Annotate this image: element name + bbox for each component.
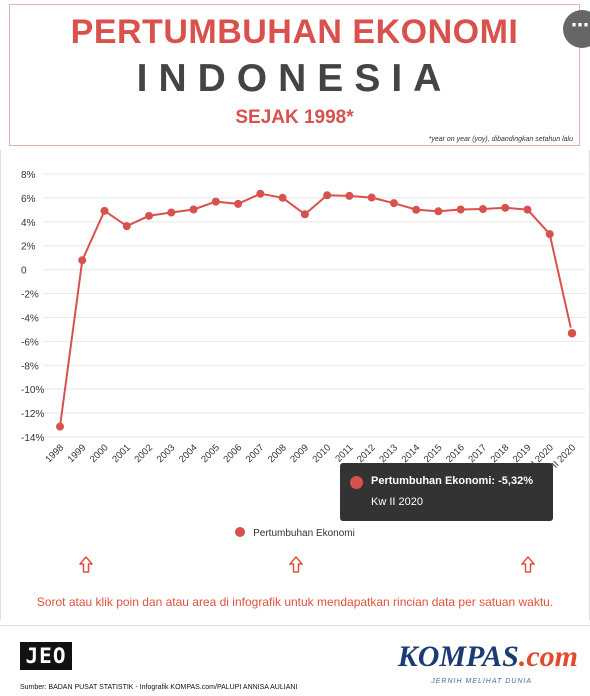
up-arrow-icon — [521, 556, 535, 573]
y-tick-label: 0 — [21, 266, 27, 277]
x-tick-label: 2005 — [199, 442, 222, 465]
y-tick-label: 4% — [21, 218, 36, 229]
y-tick-label: -2% — [21, 290, 39, 301]
up-arrow-icon — [289, 556, 303, 573]
y-tick-label: 8% — [21, 170, 36, 181]
tooltip-series-dot — [350, 476, 363, 489]
kompas-logo-main: KOMPAS — [397, 640, 519, 673]
tooltip-value: Pertumbuhan Ekonomi: -5,32% — [371, 475, 533, 487]
data-point[interactable] — [523, 205, 532, 214]
x-tick-label: 2006 — [221, 442, 244, 465]
up-arrow-icon — [79, 556, 93, 573]
title-line-3: SEJAK 1998* — [235, 107, 354, 128]
data-point[interactable] — [189, 205, 198, 214]
y-tick-label: -4% — [21, 313, 39, 324]
interaction-hint: Sorot atau klik poin dan atau area di in… — [36, 595, 554, 609]
data-point[interactable] — [389, 199, 398, 208]
yoy-footnote: *year on year (yoy), dibandingkan setahu… — [428, 136, 573, 143]
x-tick-label: 2010 — [311, 442, 334, 465]
data-point[interactable] — [278, 193, 287, 202]
y-tick-label: -14% — [21, 433, 44, 444]
title-line-1: PERTUMBUHAN EKONOMI — [70, 13, 519, 51]
x-tick-label: 2012 — [355, 442, 378, 465]
data-point[interactable] — [256, 189, 265, 198]
y-tick-label: 2% — [21, 242, 36, 253]
data-point[interactable] — [100, 206, 109, 215]
x-tick-label: 2018 — [489, 442, 512, 465]
footer: JEO Sumber: BADAN PUSAT STATISTIK - Info… — [0, 625, 590, 696]
kompas-tagline: JERNIH MELIHAT DUNIA — [431, 678, 532, 685]
data-point[interactable] — [56, 422, 64, 431]
data-point[interactable] — [167, 208, 176, 217]
x-tick-label: 2011 — [333, 442, 355, 464]
y-tick-label: -10% — [21, 385, 44, 396]
kompas-logo-com: .com — [518, 640, 578, 673]
data-point[interactable] — [367, 193, 376, 202]
x-tick-label: 2003 — [155, 442, 178, 465]
y-tick-label: -6% — [21, 337, 39, 348]
data-point[interactable] — [323, 191, 332, 200]
x-tick-label: 2014 — [400, 442, 423, 465]
x-tick-label: 2009 — [288, 442, 311, 465]
chart-legend[interactable]: Pertumbuhan Ekonomi — [0, 527, 590, 539]
x-tick-label: 2017 — [466, 442, 489, 465]
data-point[interactable] — [234, 199, 243, 208]
data-point[interactable] — [211, 197, 220, 206]
y-tick-label: -8% — [21, 361, 39, 372]
x-tick-label: 2002 — [132, 442, 155, 465]
jeo-logo: JEO — [20, 642, 72, 670]
y-tick-label: 6% — [21, 194, 36, 205]
series-line — [59, 192, 573, 427]
x-tick-label: 1998 — [43, 442, 66, 465]
data-point[interactable] — [501, 203, 510, 212]
x-tick-label: 2016 — [444, 442, 467, 465]
data-tooltip: Pertumbuhan Ekonomi: -5,32% Kw II 2020 — [340, 463, 553, 521]
data-point[interactable] — [566, 327, 578, 339]
data-point[interactable] — [412, 205, 421, 214]
data-point[interactable] — [300, 210, 309, 219]
infographic-header: PERTUMBUHAN EKONOMI INDONESIA SEJAK 1998… — [9, 4, 580, 146]
x-tick-label: 2000 — [88, 442, 111, 465]
x-tick-label: 2008 — [266, 442, 289, 465]
data-point[interactable] — [78, 256, 87, 265]
more-options-button[interactable]: ⋯ — [563, 10, 590, 48]
x-tick-label: 2015 — [422, 442, 445, 465]
data-point[interactable] — [456, 205, 465, 214]
x-tick-label: 2004 — [177, 442, 200, 465]
data-point[interactable] — [145, 211, 154, 220]
data-point[interactable] — [345, 191, 354, 200]
y-tick-label: -12% — [21, 409, 44, 420]
data-point[interactable] — [434, 207, 443, 216]
x-tick-label: 2013 — [377, 442, 400, 465]
data-point[interactable] — [478, 205, 487, 214]
title-line-2: INDONESIA — [136, 57, 453, 100]
source-credit: Sumber: BADAN PUSAT STATISTIK - Infograf… — [20, 684, 298, 691]
x-tick-label: 2001 — [110, 442, 133, 465]
legend-dot — [235, 527, 246, 537]
data-point[interactable] — [545, 230, 554, 239]
legend-label: Pertumbuhan Ekonomi — [253, 528, 355, 539]
data-point[interactable] — [122, 222, 131, 231]
x-tick-label: 2007 — [244, 442, 267, 465]
kompas-logo: KOMPAS.com — [398, 640, 578, 674]
x-tick-label: 1999 — [66, 442, 89, 465]
tooltip-period: Kw II 2020 — [371, 496, 423, 508]
chart-area[interactable]: 8% 6% 4% 2% 0 -2% -4% -6% -8% -10% -12% -14% 1998 199… — [0, 150, 590, 620]
